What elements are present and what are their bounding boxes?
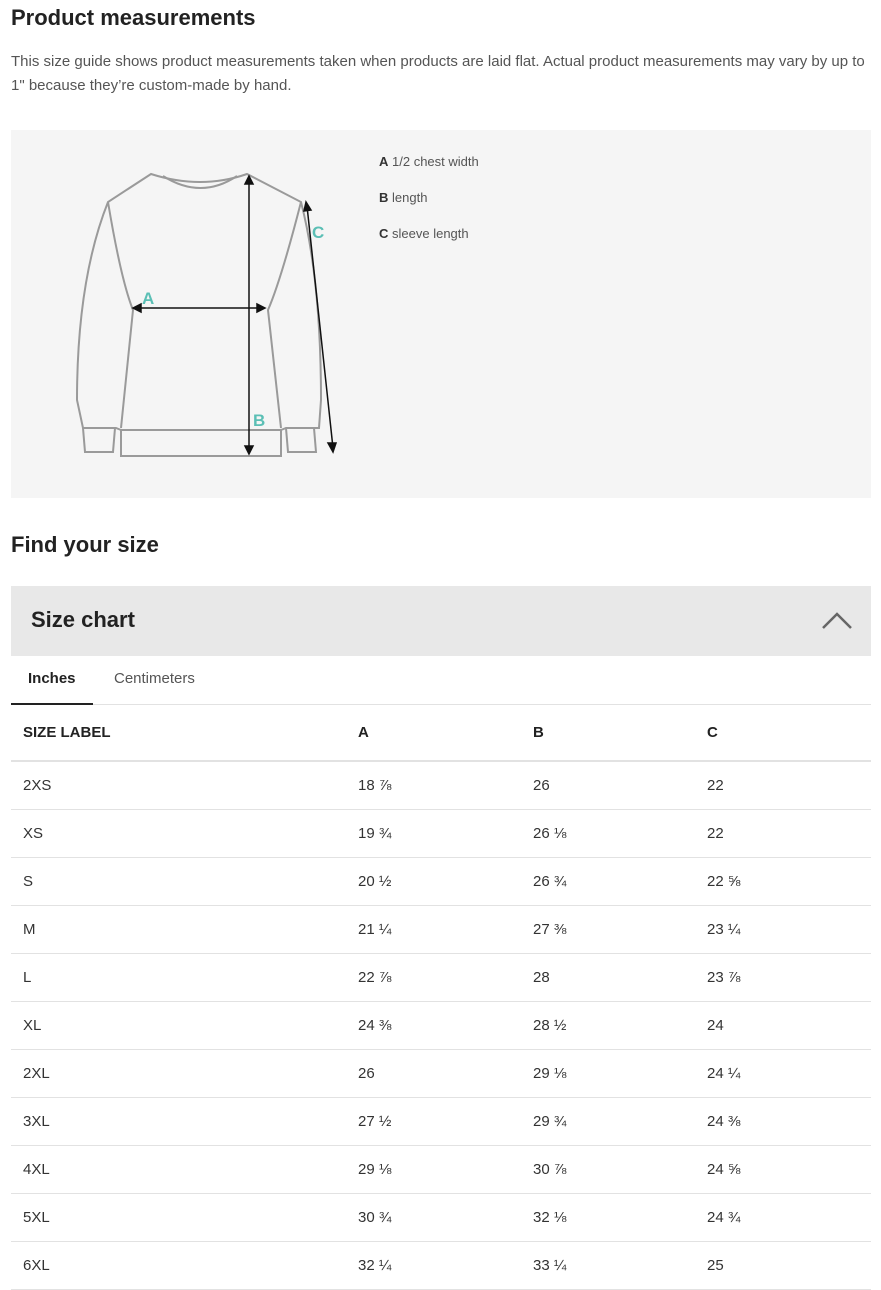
sweatshirt-diagram: A B C [75, 172, 338, 457]
measurement-cell: 30 ⅞ [521, 1145, 695, 1194]
measurement-cell: 28 [521, 953, 695, 1002]
table-row: 6XL 32 ¼ 33 ¼ 25 [11, 1241, 871, 1290]
legend-label: 1/2 chest width [392, 154, 479, 169]
legend-key: C [379, 226, 389, 241]
measurement-cell: 26 ⅛ [521, 809, 695, 858]
size-label-cell: 2XS [11, 761, 346, 810]
measurement-legend: A 1/2 chest width B length C sleeve leng… [379, 154, 479, 262]
measurement-cell: 24 ¾ [695, 1193, 871, 1242]
measurement-cell: 29 ¾ [521, 1097, 695, 1146]
table-row: L 22 ⅞ 28 23 ⅞ [11, 953, 871, 1002]
description: This size guide shows product measuremen… [11, 53, 865, 94]
legend-item: C sleeve length [379, 226, 479, 262]
measurement-cell: 19 ¾ [346, 809, 521, 858]
unit-tabs: Inches Centimeters [11, 656, 871, 705]
label-b: B [253, 411, 265, 430]
size-label-cell: 4XL [11, 1145, 346, 1194]
measurement-cell: 24 [695, 1001, 871, 1050]
size-label-cell: XL [11, 1001, 346, 1050]
measurement-cell: 21 ¼ [346, 905, 521, 954]
tab-centimeters[interactable]: Centimeters [114, 670, 195, 687]
measurement-cell: 22 [695, 761, 871, 810]
measurement-cell: 24 ⅜ [346, 1001, 521, 1050]
find-size-title: Find your size [11, 532, 159, 557]
size-table: SIZE LABEL A B C 2XS 18 ⅞ 26 22 XS 19 ¾ 26 ⅛ 22 S 20… [11, 705, 871, 1290]
measurement-cell: 24 ¼ [695, 1049, 871, 1098]
size-label-cell: 6XL [11, 1241, 346, 1290]
measurement-cell: 32 ⅛ [521, 1193, 695, 1242]
table-row: XL 24 ⅜ 28 ½ 24 [11, 1001, 871, 1050]
measurement-cell: 22 ⅝ [695, 857, 871, 906]
measurement-cell: 29 ⅛ [346, 1145, 521, 1194]
measurement-cell: 26 [521, 761, 695, 810]
measurement-cell: 32 ¼ [346, 1241, 521, 1290]
table-row: 3XL 27 ½ 29 ¾ 24 ⅜ [11, 1097, 871, 1146]
table-row: 2XL 26 29 ⅛ 24 ¼ [11, 1049, 871, 1098]
measurement-cell: 23 ¼ [695, 905, 871, 954]
size-label-cell: 5XL [11, 1193, 346, 1242]
measurement-cell: 24 ⅝ [695, 1145, 871, 1194]
chevron-up-icon[interactable] [821, 610, 853, 630]
measurement-cell: 24 ⅜ [695, 1097, 871, 1146]
size-chart-accordion-header[interactable]: Size chart [11, 586, 871, 656]
table-row: S 20 ½ 26 ¾ 22 ⅝ [11, 857, 871, 906]
measurement-cell: 29 ⅛ [521, 1049, 695, 1098]
column-header: C [695, 705, 871, 762]
page-title: Product measurements [11, 5, 256, 30]
size-label-cell: 3XL [11, 1097, 346, 1146]
legend-item: B length [379, 190, 479, 226]
size-label-cell: 2XL [11, 1049, 346, 1098]
measurement-cell: 25 [695, 1241, 871, 1290]
measurement-cell: 26 [346, 1049, 521, 1098]
legend-key: A [379, 154, 389, 169]
measurement-cell: 23 ⅞ [695, 953, 871, 1002]
measurement-cell: 22 [695, 809, 871, 858]
column-header: SIZE LABEL [11, 705, 346, 762]
column-header: A [346, 705, 521, 762]
measurement-cell: 26 ¾ [521, 857, 695, 906]
legend-key: B [379, 190, 389, 205]
measurement-cell: 20 ½ [346, 857, 521, 906]
tab-inches[interactable]: Inches [11, 656, 93, 705]
legend-label: sleeve length [392, 226, 469, 241]
table-row: M 21 ¼ 27 ⅜ 23 ¼ [11, 905, 871, 954]
label-c: C [312, 223, 324, 242]
size-label-cell: S [11, 857, 346, 906]
measurement-cell: 30 ¾ [346, 1193, 521, 1242]
measurement-cell: 18 ⅞ [346, 761, 521, 810]
measurement-cell: 33 ¼ [521, 1241, 695, 1290]
measurement-cell: 27 ⅜ [521, 905, 695, 954]
table-row: 2XS 18 ⅞ 26 22 [11, 761, 871, 810]
label-a: A [142, 289, 154, 308]
size-chart-title: Size chart [31, 607, 135, 632]
size-label-cell: M [11, 905, 346, 954]
column-header: B [521, 705, 695, 762]
legend-item: A 1/2 chest width [379, 154, 479, 190]
measurement-cell: 27 ½ [346, 1097, 521, 1146]
table-row: XS 19 ¾ 26 ⅛ 22 [11, 809, 871, 858]
size-label-cell: XS [11, 809, 346, 858]
measurement-diagram-panel: A B C A 1/2 chest width B length C sleev… [11, 130, 871, 498]
measurement-cell: 28 ½ [521, 1001, 695, 1050]
table-row: 4XL 29 ⅛ 30 ⅞ 24 ⅝ [11, 1145, 871, 1194]
table-row: 5XL 30 ¾ 32 ⅛ 24 ¾ [11, 1193, 871, 1242]
size-label-cell: L [11, 953, 346, 1002]
legend-label: length [392, 190, 428, 205]
measurement-cell: 22 ⅞ [346, 953, 521, 1002]
